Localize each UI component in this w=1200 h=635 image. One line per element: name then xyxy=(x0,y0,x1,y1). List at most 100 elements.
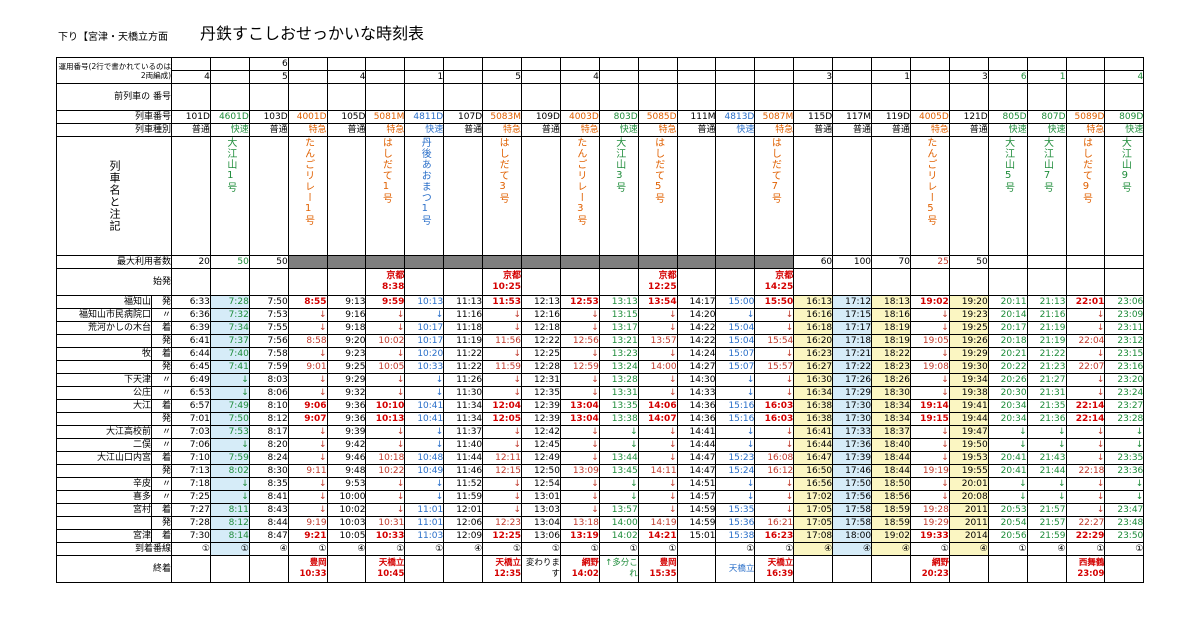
departure-time: ↓ xyxy=(754,490,795,504)
departure-time: 17:22 xyxy=(832,360,873,374)
departure-time: 14:22 xyxy=(676,334,717,348)
departure-time: 12:56 xyxy=(559,334,600,348)
arrival-track: ① xyxy=(209,542,250,556)
train-type: 普通 xyxy=(521,123,561,137)
departure-time: 12:15 xyxy=(482,464,523,478)
departure-time: 15:16 xyxy=(715,399,756,413)
departure-time: ↓ xyxy=(287,425,328,439)
departure-time: 8:24 xyxy=(248,451,289,465)
departure-time: ↓ xyxy=(909,451,950,465)
prev-train-cell xyxy=(676,83,717,111)
departure-time: 10:33 xyxy=(365,529,406,543)
departure-time: 15:16 xyxy=(715,412,756,426)
departure-time: 8:35 xyxy=(248,477,289,491)
origin xyxy=(715,268,756,296)
departure-time: 9:11 xyxy=(287,464,328,478)
departure-time: 20:30 xyxy=(987,386,1028,400)
departure-time: 17:21 xyxy=(832,347,873,361)
departure-time: 20:34 xyxy=(987,412,1028,426)
departure-time: ↓ xyxy=(637,438,678,452)
prev-train-cell xyxy=(521,83,561,111)
departure-time: 11:22 xyxy=(443,360,484,374)
departure-time: ↓ xyxy=(1065,425,1106,439)
departure-time: ↓ xyxy=(1065,451,1106,465)
departure-time: 12:28 xyxy=(521,360,561,374)
departure-time: 11:22 xyxy=(443,347,484,361)
departure-time: ↓ xyxy=(637,425,678,439)
departure-time: ↓ xyxy=(482,308,523,322)
departure-time: 8:55 xyxy=(287,295,328,309)
departure-time: 21:16 xyxy=(1026,308,1067,322)
departure-time: 11:01 xyxy=(404,503,445,517)
train-name-cell: はしだて3号 xyxy=(482,136,523,256)
operation-number-top xyxy=(287,57,328,71)
departure-time: 14:02 xyxy=(598,529,639,543)
prev-train-cell xyxy=(482,83,523,111)
train-name-cell xyxy=(326,136,367,256)
operation-number-top xyxy=(793,57,834,71)
departure-time: ↓ xyxy=(637,503,678,517)
departure-time: 19:20 xyxy=(948,295,989,309)
departure-time: 6:39 xyxy=(171,321,211,335)
departure-time: ↓ xyxy=(1065,373,1106,387)
departure-time: 7:13 xyxy=(171,464,211,478)
arrival-track: ④ xyxy=(1026,542,1067,556)
train-name-cell: 大江山9号 xyxy=(1104,136,1145,256)
departure-time: 23:28 xyxy=(1104,412,1145,426)
departure-time: ↓ xyxy=(559,438,600,452)
departure-time: ↓ xyxy=(287,490,328,504)
departure-time: 17:18 xyxy=(832,334,873,348)
departure-time: 18:50 xyxy=(871,477,911,491)
train-name-cell: はしだて7号 xyxy=(754,136,795,256)
departure-time: 10:48 xyxy=(404,451,445,465)
departure-time: 16:44 xyxy=(793,438,834,452)
operation-number: 4 xyxy=(1104,70,1145,84)
departure-time: 11:19 xyxy=(443,334,484,348)
train-name-cell xyxy=(171,136,211,256)
departure-time: ↓ xyxy=(909,425,950,439)
departure-time: 23:50 xyxy=(1104,529,1145,543)
departure-time: 9:18 xyxy=(326,321,367,335)
train-number: 5085D xyxy=(637,110,678,124)
departure-time: 7:27 xyxy=(171,503,211,517)
operation-number-top xyxy=(637,57,678,71)
arrival-track: ① xyxy=(1104,542,1145,556)
prev-train-cell xyxy=(287,83,328,111)
prev-train-cell xyxy=(793,83,834,111)
departure-time: 17:58 xyxy=(832,516,873,530)
departure-time: ↓ xyxy=(1065,347,1106,361)
departure-time: ↓ xyxy=(1065,490,1106,504)
departure-time: 12:25 xyxy=(521,347,561,361)
terminal: 西舞鶴 23:09 xyxy=(1065,555,1106,583)
arrival-track: ④ xyxy=(326,542,367,556)
train-type: 快速 xyxy=(1104,123,1145,137)
arrival-track: ① xyxy=(521,542,561,556)
prev-train-cell xyxy=(1104,83,1145,111)
departure-time: 18:37 xyxy=(871,425,911,439)
departure-time: 16:13 xyxy=(793,295,834,309)
departure-time: 23:48 xyxy=(1104,516,1145,530)
train-name-cell: 大江山7号 xyxy=(1026,136,1067,256)
departure-time: 13:31 xyxy=(598,386,639,400)
departure-time: 14:00 xyxy=(598,516,639,530)
departure-time: 11:59 xyxy=(443,490,484,504)
departure-time: 14:22 xyxy=(676,321,717,335)
operation-number: 4 xyxy=(559,70,600,84)
origin xyxy=(832,268,873,296)
stop-kind: 発 xyxy=(150,412,173,426)
prev-train-cell xyxy=(404,83,445,111)
station-name: 公庄 xyxy=(56,386,152,400)
departure-time: 12:23 xyxy=(482,516,523,530)
max-users xyxy=(1026,255,1067,269)
max-users xyxy=(521,255,561,269)
train-type: 特急 xyxy=(287,123,328,137)
operation-number xyxy=(443,70,484,84)
train-type: 快速 xyxy=(1026,123,1067,137)
departure-time: 13:57 xyxy=(598,503,639,517)
train-name-cell xyxy=(715,136,756,256)
train-name: たんごリレー1号 xyxy=(302,137,314,227)
train-name-cell: たんごリレー1号 xyxy=(287,136,328,256)
operation-number-top xyxy=(365,57,406,71)
station-name: 辛皮 xyxy=(56,477,152,491)
departure-time: 6:57 xyxy=(171,399,211,413)
